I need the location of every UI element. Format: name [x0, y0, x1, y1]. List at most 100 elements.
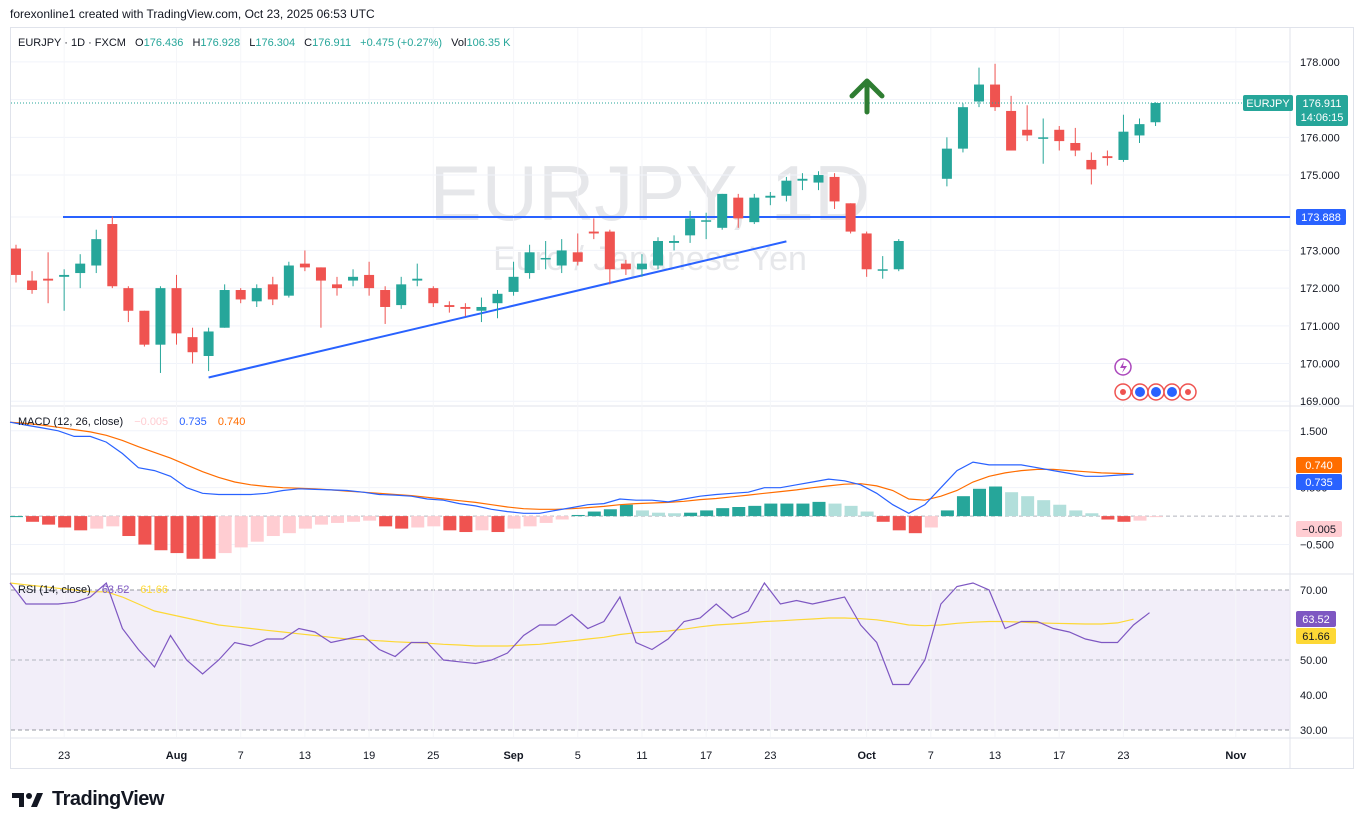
macd-histogram-bar [780, 503, 794, 517]
lightning-event-icon[interactable] [1114, 358, 1132, 376]
candle [861, 231, 872, 277]
open-value: 176.436 [144, 37, 184, 49]
candle-body [364, 274, 375, 289]
macd-signal-tag: 0.740 [1296, 457, 1342, 473]
up-arrow-icon[interactable] [849, 78, 885, 115]
candle [813, 171, 824, 191]
macd-histogram-bar [202, 516, 216, 559]
candle [396, 276, 407, 309]
macd-histogram-bar [732, 507, 746, 517]
macd-histogram-bar [764, 503, 778, 517]
candle-body [717, 193, 728, 228]
candle-body [765, 195, 776, 198]
candle-body [669, 241, 680, 243]
high-label: H [192, 37, 200, 49]
macd-histogram-bar [1053, 504, 1067, 517]
close-value: 176.911 [312, 37, 351, 49]
candle-body [1070, 142, 1081, 151]
time-axis-label: 25 [427, 750, 439, 762]
macd-histogram-bar [1005, 492, 1019, 517]
candle-body [893, 241, 904, 270]
candle-body [171, 288, 182, 334]
chart-credit: forexonline1 created with TradingView.co… [10, 7, 375, 21]
candle-body [59, 274, 70, 277]
macd-histogram-bar [347, 516, 361, 522]
macd-histogram-bar [218, 516, 232, 554]
low-label: L [249, 37, 255, 49]
macd-histogram-bar [58, 516, 72, 528]
candle [123, 286, 134, 323]
time-axis-label: Sep [503, 750, 523, 762]
macd-histogram-bar [266, 516, 280, 537]
macd-histogram-bar [587, 511, 601, 517]
candle [299, 250, 310, 272]
candle-body [412, 278, 423, 281]
candle [1134, 118, 1145, 143]
footer-brand[interactable]: TradingView [52, 788, 164, 810]
rsi-legend: RSI (14, close) 63.52 61.66 [18, 584, 168, 596]
open-label: O [135, 37, 144, 49]
candle-body [1150, 103, 1161, 123]
candle [428, 286, 439, 307]
candle-body [348, 276, 359, 281]
candle [187, 327, 198, 364]
time-axis-label: 17 [1053, 750, 1065, 762]
candle-body [283, 265, 294, 296]
time-axis-label: Nov [1225, 750, 1247, 762]
price-axis-label: 172.000 [1300, 283, 1340, 295]
change-value: +0.475 (+0.27%) [360, 37, 442, 49]
macd-axis-label: 1.500 [1300, 426, 1328, 438]
macd-signal-value: 0.740 [218, 416, 246, 428]
candle [797, 173, 808, 191]
candle [43, 252, 54, 304]
candle-body [203, 331, 214, 356]
candle [59, 269, 70, 311]
candle-body [43, 278, 54, 281]
macd-histogram-bar [379, 516, 393, 527]
candle [332, 276, 342, 296]
macd-histogram-bar [507, 516, 521, 529]
macd-signal-line [9, 421, 1134, 510]
macd-histogram-bar [571, 514, 585, 517]
symbol-info: EURJPY · 1D · FXCM [18, 37, 126, 49]
candle [636, 254, 647, 277]
candle [1102, 150, 1113, 166]
candle-body [492, 293, 503, 304]
macd-histogram-bar [844, 505, 858, 517]
volume-label: Vol [451, 37, 466, 49]
candle [364, 261, 375, 296]
macd-line [9, 421, 1134, 514]
volume-value: 106.35 K [466, 37, 511, 49]
macd-histogram-bar [908, 516, 922, 534]
candle [749, 193, 760, 225]
candle-body [588, 231, 599, 234]
price-axis-label: 171.000 [1300, 321, 1340, 333]
candle-body [556, 250, 567, 266]
macd-hist-tag-value: −0.005 [1302, 524, 1336, 536]
candle [701, 212, 712, 240]
macd-histogram-bar [603, 509, 617, 517]
time-axis-label: 13 [989, 750, 1001, 762]
macd-histogram-bar [1069, 510, 1083, 517]
rsi-axis-label: 50.00 [1300, 655, 1328, 667]
candle [1086, 152, 1097, 185]
macd-histogram-bar [1133, 516, 1147, 521]
candle [508, 261, 519, 296]
economic-events-icon[interactable] [1114, 383, 1197, 401]
candle-body [877, 269, 888, 271]
symbol-tag: EURJPY [1243, 95, 1293, 111]
candle [348, 269, 359, 287]
macd-hist-value: −0.005 [134, 416, 168, 428]
time-axis-label: 23 [58, 750, 70, 762]
macd-histogram-bar [138, 516, 152, 545]
candle [877, 256, 888, 279]
candle [444, 301, 455, 313]
candle [107, 216, 118, 289]
macd-histogram-bar [363, 516, 377, 521]
macd-histogram-bar [42, 516, 56, 525]
candle-body [235, 290, 246, 300]
macd-histogram-bar [1149, 516, 1163, 518]
macd-histogram-bar [443, 516, 457, 531]
candle-body [1134, 124, 1145, 136]
